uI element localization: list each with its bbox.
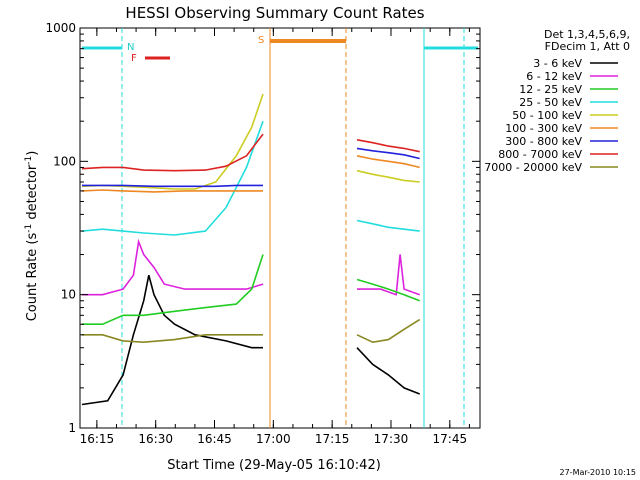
series-9-segment-1 (82, 333, 263, 344)
series-9-segment-2 (356, 318, 421, 344)
legend-header-1: Det 1,3,4,5,6,9, (544, 28, 630, 41)
series-9 (82, 318, 421, 344)
series-4 (81, 120, 420, 236)
x-tick-label: 17:45 (433, 432, 468, 446)
series-5-segment-2 (356, 169, 420, 183)
legend-label-1: 3 - 6 keV (533, 57, 582, 70)
legend-label-2: 6 - 12 keV (526, 70, 582, 83)
flag-label-n: N (127, 42, 134, 53)
series-8 (81, 133, 420, 172)
series-1-segment-1 (81, 274, 263, 406)
legend-label-9: 7000 - 20000 keV (484, 161, 582, 174)
series-3 (82, 254, 420, 326)
axes: 1 10 100 1000 16:15 16:30 16:45 17:00 17:15 17:30… (45, 21, 480, 446)
series-7 (82, 147, 420, 188)
series-8-segment-1 (81, 133, 264, 172)
series-1-segment-2 (356, 347, 420, 395)
x-axis-label: Start Time (29-May-05 16:10:42) (167, 458, 381, 473)
x-tick-label: 16:45 (197, 432, 232, 446)
legend-label-6: 100 - 300 keV (505, 122, 582, 135)
series-2-segment-1 (82, 238, 264, 296)
flag-label-f: F (131, 53, 137, 64)
series-7-segment-1 (82, 184, 263, 188)
y-tick-label: 10 (61, 288, 76, 302)
x-tick-label: 17:00 (256, 432, 291, 446)
series-6-segment-2 (356, 155, 420, 169)
x-tick-label: 17:30 (374, 432, 409, 446)
legend: Det 1,3,4,5,6,9,FDecim 1, Att 0 3 - 6 keV… (484, 28, 630, 174)
y-axis-label-sup2: -1 (24, 156, 34, 165)
legend-header-2: FDecim 1, Att 0 (545, 40, 630, 53)
series-2 (82, 238, 420, 296)
legend-label-5: 50 - 100 keV (512, 109, 582, 122)
series-4-segment-1 (81, 120, 264, 236)
series-6-segment-1 (81, 189, 263, 193)
observing-flags: NF S (82, 28, 478, 428)
y-tick-label: 1000 (45, 21, 76, 35)
legend-label-8: 800 - 7000 keV (498, 148, 582, 161)
series-layer (81, 93, 421, 406)
legend-label-4: 25 - 50 keV (519, 96, 582, 109)
y-tick-label: 1 (68, 421, 76, 435)
series-7-segment-2 (356, 147, 420, 160)
footer-timestamp: 27-Mar-2010 10:15 (560, 468, 637, 477)
x-tick-label: 16:30 (138, 432, 173, 446)
x-tick-label: 16:15 (80, 432, 115, 446)
y-axis-label-sup1: -1 (24, 224, 34, 233)
y-axis-label-main: Count Rate (s (25, 233, 40, 322)
plot-border (79, 27, 481, 429)
series-5-segment-1 (81, 93, 264, 190)
y-axis-label: Count Rate (s-1 detector-1) (24, 151, 40, 322)
series-3-segment-1 (82, 254, 264, 326)
legend-label-3: 12 - 25 keV (519, 83, 582, 96)
series-1 (81, 274, 420, 406)
series-8-segment-2 (356, 139, 420, 153)
legend-label-7: 300 - 800 keV (505, 135, 582, 148)
y-axis-label-end: ) (25, 151, 40, 156)
series-4-segment-2 (356, 219, 420, 232)
y-axis-label-mid: detector (25, 164, 40, 224)
series-2-segment-2 (357, 254, 420, 296)
plot-frame (79, 27, 481, 429)
chart-title: HESSI Observing Summary Count Rates (125, 4, 424, 22)
x-tick-label: 17:15 (315, 432, 350, 446)
flag-label-s: S (258, 35, 264, 46)
series-6 (81, 155, 420, 193)
y-tick-label: 100 (53, 154, 76, 168)
series-3-segment-2 (356, 278, 420, 302)
